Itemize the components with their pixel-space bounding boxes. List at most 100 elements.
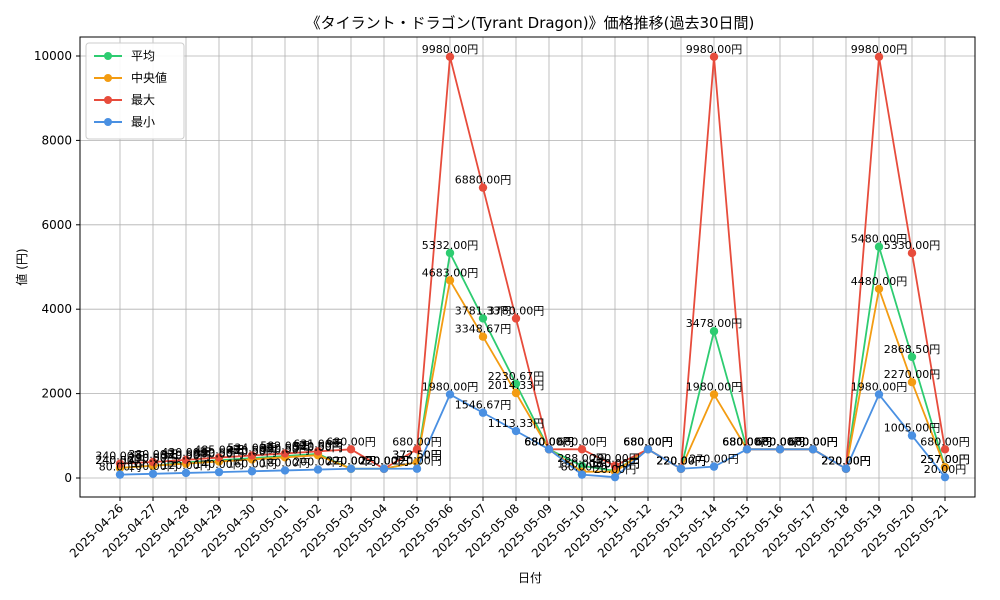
data-label: 680.00円 xyxy=(722,435,772,448)
data-point xyxy=(907,378,917,387)
data-point xyxy=(511,388,521,398)
data-point xyxy=(511,426,521,436)
data-label: 3348.67円 xyxy=(455,323,512,336)
data-label: 2868.50円 xyxy=(884,343,941,356)
data-label: 220.00円 xyxy=(656,455,706,468)
data-point xyxy=(907,352,917,362)
data-label: 220.00円 xyxy=(656,455,706,468)
data-point xyxy=(907,431,917,440)
legend-box xyxy=(85,42,185,140)
legend-item: 平均 xyxy=(94,49,155,63)
data-point xyxy=(412,464,422,473)
data-label: 220.00円 xyxy=(821,455,871,468)
data-label: 680.00円 xyxy=(557,435,607,448)
data-point xyxy=(874,284,884,294)
data-point xyxy=(148,457,158,467)
data-label: 5480.00円 xyxy=(851,233,908,246)
data-label: 5332.00円 xyxy=(422,239,479,252)
data-label: 220.00円 xyxy=(359,455,409,468)
data-point xyxy=(676,464,686,473)
legend-item: 最大 xyxy=(94,93,155,107)
data-label: 680.00円 xyxy=(755,435,805,448)
data-point xyxy=(181,468,191,478)
data-point xyxy=(874,242,884,251)
data-label: 1980.00円 xyxy=(851,380,908,393)
data-label: 370.50円 xyxy=(161,448,211,461)
legend-marker xyxy=(104,118,112,126)
plot-frame xyxy=(79,36,976,498)
data-label: 520.50円 xyxy=(260,442,310,455)
data-point xyxy=(148,469,158,478)
data-label: 140.00円 xyxy=(194,458,244,471)
data-label: 100.00円 xyxy=(128,460,178,473)
data-point xyxy=(478,332,488,341)
data-label: 1980.00円 xyxy=(422,380,479,393)
data-label: 290.50円 xyxy=(128,452,178,465)
data-point xyxy=(610,461,620,470)
data-label: 680.00円 xyxy=(788,435,838,448)
data-label: 680.00円 xyxy=(524,435,574,448)
data-point xyxy=(478,314,488,323)
data-label: 220.00円 xyxy=(326,455,376,468)
data-label: 1980.00円 xyxy=(686,380,743,393)
data-label: 220.00円 xyxy=(359,455,409,468)
data-point xyxy=(709,390,719,399)
data-label: 240.00円 xyxy=(95,454,145,467)
legend-marker xyxy=(104,74,112,82)
data-label: 257.00円 xyxy=(920,453,970,466)
data-label: 170.00円 xyxy=(590,457,640,470)
data-label: 540.00円 xyxy=(293,441,343,454)
data-label: 340.00円 xyxy=(95,450,145,463)
data-label: 150.00円 xyxy=(557,458,607,471)
data-point xyxy=(511,379,521,389)
data-label: 680.00円 xyxy=(722,435,772,448)
data-point xyxy=(709,52,719,62)
data-label: 680.00円 xyxy=(623,435,673,448)
data-label: 440.00円 xyxy=(227,445,277,458)
data-label: 570.50円 xyxy=(293,440,343,453)
data-label: 680.00円 xyxy=(524,435,574,448)
data-label: 4480.00円 xyxy=(851,275,908,288)
legend-label: 中央値 xyxy=(131,70,167,85)
data-point xyxy=(313,465,323,474)
data-point xyxy=(115,470,125,479)
series-3 xyxy=(115,390,950,482)
data-point xyxy=(313,447,323,456)
data-label: 80.00円 xyxy=(561,461,604,474)
data-label: 680.00円 xyxy=(623,435,673,448)
data-point xyxy=(643,445,653,454)
data-label: 680.00円 xyxy=(524,435,574,448)
data-label: 1546.67円 xyxy=(455,399,512,412)
data-label: 3780.00円 xyxy=(488,304,545,317)
chart-title: 《タイラント・ドラゴン(Tyrant Dragon)》価格推移(過去30日間) xyxy=(306,14,755,32)
data-label: 680.00円 xyxy=(392,435,442,448)
series-line xyxy=(119,56,946,471)
data-label: 180.00円 xyxy=(260,456,310,469)
data-point xyxy=(445,276,455,285)
series-2 xyxy=(115,52,950,473)
data-point xyxy=(775,445,785,454)
data-point xyxy=(577,470,587,479)
data-label: 220.00円 xyxy=(326,455,376,468)
data-point xyxy=(280,466,290,475)
data-label: 680.00円 xyxy=(788,435,838,448)
grid xyxy=(80,37,975,497)
data-label: 3478.00円 xyxy=(686,317,743,330)
data-label: 200.00円 xyxy=(293,456,343,469)
y-axis-label: 値 (円) xyxy=(14,248,29,285)
data-label: 680.00円 xyxy=(326,435,376,448)
data-point xyxy=(115,459,125,468)
x-axis-label: 日付 xyxy=(518,571,542,585)
data-label: 1113.33円 xyxy=(488,417,545,430)
data-labels: 240.50円290.50円370.50円420.50円470.50円520.5… xyxy=(95,43,970,476)
y-tick-label: 0 xyxy=(64,471,72,485)
legend-marker xyxy=(104,52,112,60)
data-label: 5330.00円 xyxy=(884,239,941,252)
data-label: 2230.67円 xyxy=(488,370,545,383)
data-label: 220.00円 xyxy=(821,455,871,468)
legend-label: 平均 xyxy=(131,49,155,63)
data-label: 390.00円 xyxy=(194,448,244,461)
data-label: 680.00円 xyxy=(755,435,805,448)
